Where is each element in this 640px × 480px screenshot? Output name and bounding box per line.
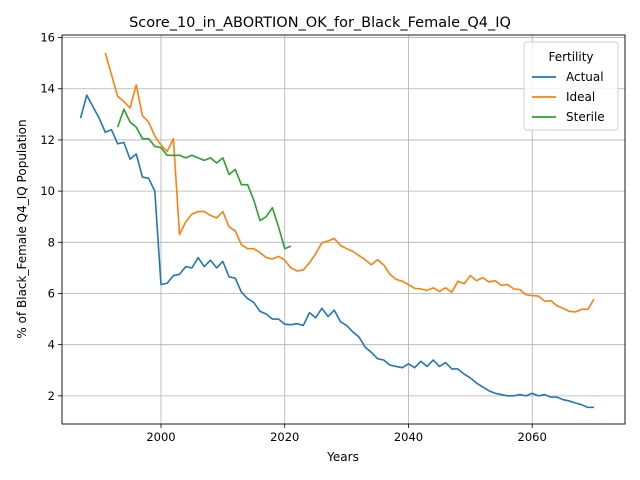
series-layer (79, 52, 595, 409)
y-tick-label: 4 (48, 338, 55, 352)
legend-box (523, 41, 619, 131)
y-axis-ticks: 2 4 6 8 10 12 14 16 (40, 31, 62, 403)
x-axis-ticks: 2000 2020 2040 2060 (146, 424, 547, 444)
y-tick-label: 14 (40, 82, 55, 96)
x-axis-label: Years (326, 450, 359, 464)
legend-label-sterile: Sterile (566, 110, 605, 124)
legend-label-actual: Actual (566, 70, 604, 84)
series-line-ideal (104, 52, 595, 313)
legend: Fertility Actual Ideal Sterile (523, 41, 619, 131)
legend-label-ideal: Ideal (566, 90, 595, 104)
chart-title: Score_10_in_ABORTION_OK_for_Black_Female… (129, 15, 511, 31)
series-line-sterile (116, 108, 292, 250)
legend-items: Actual Ideal Sterile (532, 70, 605, 124)
legend-title: Fertility (548, 50, 593, 64)
y-tick-label: 8 (48, 235, 55, 249)
x-tick-label: 2020 (270, 430, 299, 444)
y-tick-label: 2 (48, 389, 55, 403)
x-tick-label: 2000 (146, 430, 175, 444)
series-line-actual (79, 94, 595, 409)
x-tick-label: 2040 (394, 430, 423, 444)
y-tick-label: 6 (48, 286, 55, 300)
plot-frame (61, 34, 626, 425)
y-axis-label: % of Black_Female Q4_IQ Population (15, 119, 29, 338)
y-tick-label: 12 (40, 133, 55, 147)
y-tick-label: 16 (40, 31, 55, 45)
x-tick-label: 2060 (518, 430, 547, 444)
y-tick-label: 10 (40, 184, 55, 198)
